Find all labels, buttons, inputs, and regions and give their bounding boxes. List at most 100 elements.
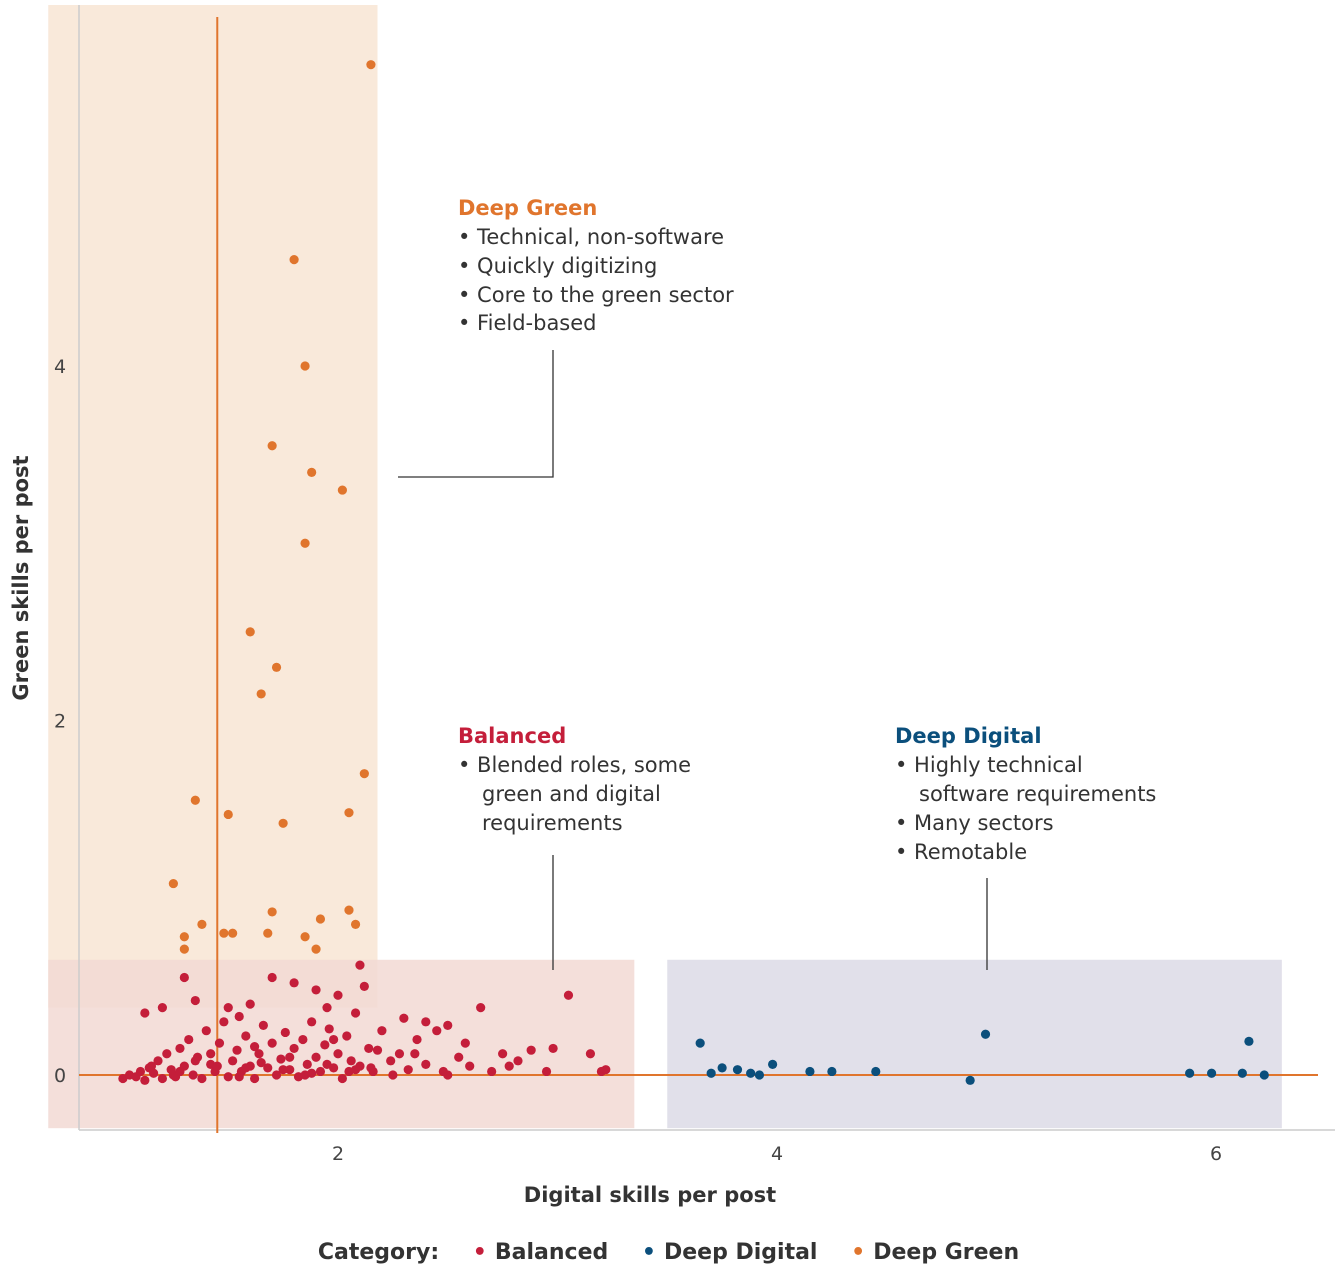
annotation-balanced: Balanced • Blended roles, some green and… xyxy=(458,724,691,970)
point-balanced xyxy=(179,972,189,983)
legend-dot-icon: • xyxy=(472,1240,487,1265)
point-deep-green xyxy=(300,361,310,371)
point-balanced xyxy=(346,1056,356,1066)
point-balanced xyxy=(487,1066,497,1077)
point-balanced xyxy=(311,985,321,995)
point-balanced xyxy=(302,1059,312,1069)
point-balanced xyxy=(311,1052,321,1062)
point-deep-green xyxy=(267,441,277,451)
point-deep-digital xyxy=(1237,1068,1247,1078)
point-deep-green xyxy=(311,944,321,954)
legend: Category: • Balanced • Deep Digital • Deep … xyxy=(0,1240,1337,1265)
x-tick-label: 4 xyxy=(771,1143,783,1165)
annotation-bullet: software requirements xyxy=(919,782,1156,806)
point-balanced xyxy=(355,960,365,970)
annotation-bullet: • Many sectors xyxy=(895,811,1054,835)
point-deep-digital xyxy=(1185,1068,1195,1078)
point-balanced xyxy=(563,990,574,1000)
point-balanced xyxy=(267,1038,277,1048)
point-balanced xyxy=(289,978,299,988)
point-balanced xyxy=(234,1072,244,1082)
point-balanced xyxy=(322,1003,332,1013)
point-deep-digital xyxy=(732,1065,743,1075)
point-deep-digital xyxy=(754,1070,765,1080)
point-deep-green xyxy=(245,627,255,637)
point-balanced xyxy=(285,1052,295,1062)
point-balanced xyxy=(377,1026,387,1036)
point-balanced xyxy=(601,1065,611,1075)
point-balanced xyxy=(333,990,343,1000)
point-balanced xyxy=(504,1061,514,1071)
point-balanced xyxy=(421,1017,431,1027)
point-balanced xyxy=(232,1045,242,1055)
point-balanced xyxy=(285,1065,295,1075)
point-deep-green xyxy=(344,905,354,915)
point-balanced xyxy=(271,1070,282,1080)
point-deep-digital xyxy=(805,1066,815,1077)
annotation-title: Balanced xyxy=(458,724,566,748)
category-regions xyxy=(48,5,1282,1129)
point-balanced xyxy=(388,1070,398,1080)
point-deep-green xyxy=(219,928,229,938)
point-balanced xyxy=(585,1049,596,1059)
point-balanced xyxy=(432,1026,442,1036)
point-balanced xyxy=(276,1054,286,1064)
point-deep-digital xyxy=(827,1066,837,1077)
point-balanced xyxy=(254,1049,264,1059)
y-tick-label: 2 xyxy=(54,711,66,733)
point-balanced xyxy=(223,1072,233,1082)
point-balanced xyxy=(153,1056,163,1066)
point-balanced xyxy=(322,1059,332,1069)
point-deep-green xyxy=(256,689,266,699)
annotation-bullet: • Remotable xyxy=(895,840,1027,864)
point-balanced xyxy=(359,981,369,991)
point-balanced xyxy=(223,1003,233,1013)
annotation-bullet: • Quickly digitizing xyxy=(458,254,657,278)
point-balanced xyxy=(410,1049,420,1059)
point-deep-green xyxy=(289,255,299,265)
point-balanced xyxy=(206,1049,216,1059)
point-deep-green xyxy=(307,467,317,477)
annotation-bullet: • Technical, non-software xyxy=(458,225,724,249)
point-deep-green xyxy=(223,809,233,820)
point-balanced xyxy=(135,1066,146,1077)
point-balanced xyxy=(526,1045,536,1055)
point-balanced xyxy=(541,1066,552,1077)
point-balanced xyxy=(372,1045,383,1055)
point-balanced xyxy=(548,1043,558,1054)
point-deep-green xyxy=(168,878,178,889)
point-balanced xyxy=(460,1038,470,1048)
point-deep-green xyxy=(315,914,326,924)
point-balanced xyxy=(315,1066,326,1077)
point-deep-green xyxy=(359,769,369,779)
region-balanced xyxy=(48,959,635,1129)
point-balanced xyxy=(298,1034,308,1045)
point-balanced xyxy=(337,1073,347,1084)
point-balanced xyxy=(421,1059,431,1069)
x-tick-label: 2 xyxy=(332,1143,344,1165)
legend-label: Deep Green xyxy=(873,1240,1020,1265)
annotation-title: Deep Green xyxy=(458,196,597,220)
point-balanced xyxy=(249,1042,260,1052)
point-balanced xyxy=(280,1027,290,1038)
point-balanced xyxy=(403,1065,413,1075)
point-balanced xyxy=(201,1026,211,1036)
point-balanced xyxy=(140,1075,150,1085)
point-balanced xyxy=(149,1068,159,1078)
point-deep-green xyxy=(190,795,200,805)
point-deep-digital xyxy=(871,1066,881,1077)
point-balanced xyxy=(241,1063,251,1073)
point-deep-digital xyxy=(706,1068,716,1078)
point-balanced xyxy=(329,1034,339,1045)
point-balanced xyxy=(146,1061,157,1071)
annotation-bullet: requirements xyxy=(482,811,623,835)
point-balanced xyxy=(366,1063,376,1073)
point-deep-digital xyxy=(768,1059,778,1069)
point-balanced xyxy=(394,1049,405,1059)
point-deep-digital xyxy=(1244,1036,1254,1046)
point-deep-green xyxy=(366,60,376,70)
legend-item-deep-digital: • Deep Digital xyxy=(642,1240,825,1265)
point-balanced xyxy=(267,972,277,983)
annotation-bullet: • Core to the green sector xyxy=(458,283,734,307)
